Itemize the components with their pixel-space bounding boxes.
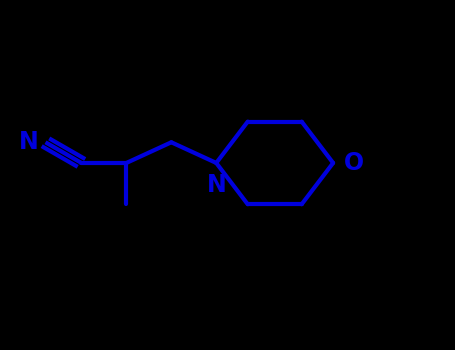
Text: O: O (344, 151, 364, 175)
Text: N: N (19, 130, 39, 154)
Text: N: N (207, 173, 226, 197)
